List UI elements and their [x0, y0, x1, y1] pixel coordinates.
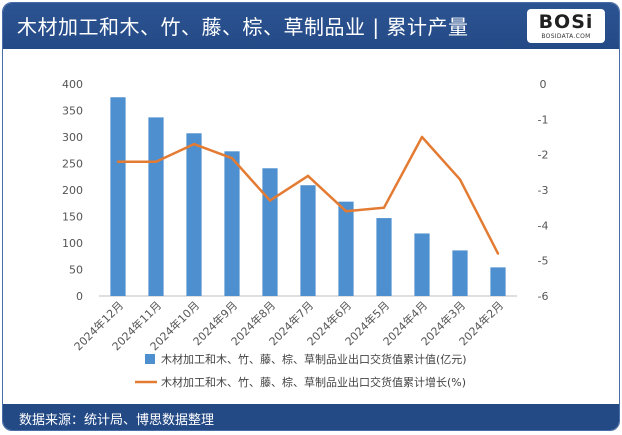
logo-subtext: BOSIDATA.COM: [541, 33, 591, 40]
y-left-tick-label: 100: [62, 237, 83, 250]
data-source: 数据来源：统计局、博思数据整理: [19, 413, 215, 428]
bar: [148, 117, 164, 296]
line-point: [344, 210, 348, 213]
line-point: [420, 135, 424, 139]
y-right-tick-label: -2: [538, 149, 549, 162]
chart-title: 木材加工和木、竹、藤、棕、草制品业 | 累计产量: [17, 15, 469, 39]
bar: [224, 151, 240, 296]
y-right-tick-label: -3: [538, 184, 549, 197]
logo-text: BOSi: [538, 11, 594, 33]
line-point: [192, 142, 196, 146]
y-left-tick-label: 50: [69, 264, 83, 277]
bar: [376, 218, 392, 296]
line-point: [496, 252, 500, 255]
bar: [338, 201, 354, 296]
y-right-tick-label: -5: [538, 255, 549, 268]
y-right-tick-label: 0: [540, 78, 547, 91]
bar: [186, 133, 202, 296]
line-point: [382, 206, 386, 209]
y-left-tick-label: 250: [62, 158, 83, 171]
y-left-tick-label: 0: [76, 290, 83, 303]
line-point: [458, 178, 462, 181]
y-left-tick-label: 400: [62, 78, 83, 91]
y-right-tick-label: -4: [538, 219, 549, 232]
legend-bar-label: 木材加工和木、竹、藤、棕、草制品业出口交货值累计值(亿元): [161, 352, 467, 366]
y-left-tick-label: 300: [62, 131, 83, 144]
line-point: [268, 199, 272, 202]
bosi-logo: BOSi BOSIDATA.COM: [527, 9, 605, 43]
y-right-tick-label: -1: [538, 113, 549, 126]
y-left-tick-label: 150: [62, 211, 83, 224]
bar: [414, 233, 430, 296]
header-bar: 木材加工和木、竹、藤、棕、草制品业 | 累计产量 BOSi BOSIDATA.C…: [3, 3, 619, 49]
y-right-tick-label: -6: [538, 290, 549, 303]
legend-bar-swatch: [145, 354, 155, 364]
y-left-tick-label: 200: [62, 184, 83, 197]
bar: [262, 168, 278, 296]
bar: [300, 185, 316, 296]
chart-card: 木材加工和木、竹、藤、棕、草制品业 | 累计产量 BOSi BOSIDATA.C…: [2, 2, 620, 431]
bar: [452, 250, 468, 296]
line-point: [306, 174, 310, 178]
bar: [490, 267, 506, 296]
line-point: [116, 160, 120, 163]
legend-line-label: 木材加工和木、竹、藤、棕、草制品业出口交货值累计增长(%): [161, 375, 466, 389]
footer-bar: 数据来源：统计局、博思数据整理: [3, 404, 619, 430]
line-point: [230, 157, 234, 160]
bar: [110, 97, 126, 296]
y-left-tick-label: 350: [62, 105, 83, 118]
line-point: [154, 160, 158, 163]
